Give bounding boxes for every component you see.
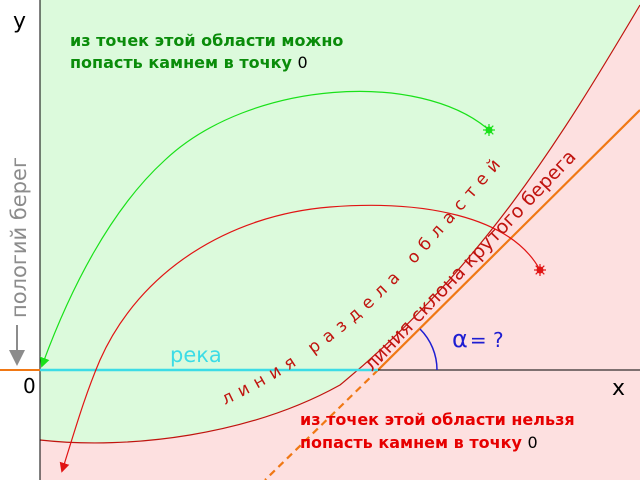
- origin-label: 0: [23, 374, 36, 398]
- lower-region-point: 0: [527, 433, 537, 452]
- upper-region-line2: попасть камнем в точку 0: [70, 53, 308, 72]
- slope-line-dashed: [264, 369, 379, 480]
- lower-region-line2-prefix: попасть камнем в точку: [300, 433, 527, 452]
- sun-icon: [534, 264, 546, 276]
- angle-arc: [419, 328, 438, 371]
- x-axis-label: x: [612, 376, 625, 401]
- arrow-down-icon: [9, 325, 25, 366]
- upper-region-point: 0: [297, 53, 307, 72]
- lower-trajectory: [59, 204, 541, 473]
- upper-region-line2-prefix: попасть камнем в точку: [70, 53, 297, 72]
- sun-icon: [483, 124, 495, 136]
- reachable-region: [40, 0, 640, 443]
- angle-symbol: α: [452, 325, 468, 353]
- upper-trajectory: [40, 90, 490, 368]
- y-axis-label: y: [13, 9, 26, 34]
- boundary-curve: [39, 4, 640, 444]
- gentle-bank-caption: пологий берег: [7, 157, 31, 318]
- river-caption: река: [170, 343, 222, 367]
- lower-region-line2: попасть камнем в точку 0: [300, 433, 538, 452]
- angle-caption: α = ?: [452, 325, 504, 353]
- angle-question: = ?: [470, 328, 504, 352]
- slope-line-solid: [377, 109, 640, 371]
- upper-region-line1: из точек этой области можно: [70, 31, 343, 50]
- lower-region-line1: из точек этой области нельзя: [300, 410, 575, 429]
